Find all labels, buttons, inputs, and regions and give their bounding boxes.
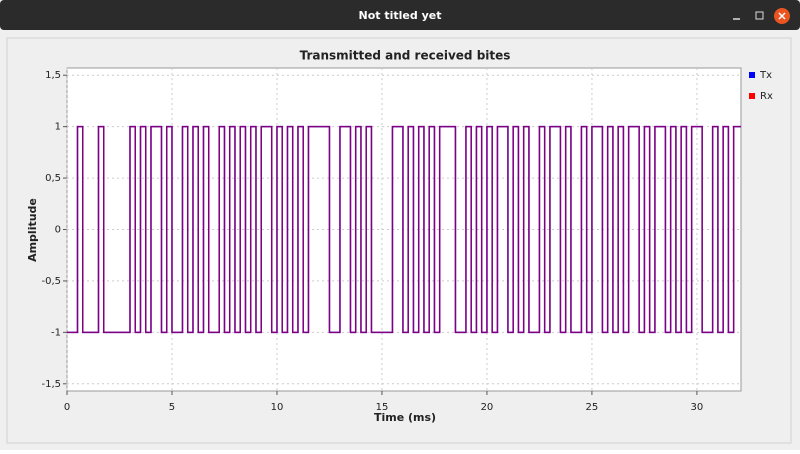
window-title: Not titled yet (359, 9, 442, 22)
legend-label: Tx (759, 70, 772, 81)
close-icon (778, 12, 786, 20)
x-tick-label: 25 (586, 402, 599, 413)
y-tick-label: -1,5 (41, 379, 61, 390)
y-tick-label: 0 (55, 225, 61, 236)
y-tick-label: 1,5 (45, 70, 61, 81)
legend-swatch (749, 93, 755, 99)
legend-swatch (749, 72, 755, 78)
chart-title: Transmitted and received bites (300, 49, 511, 63)
y-tick-label: -0,5 (41, 276, 61, 287)
title-bar (0, 0, 800, 30)
x-tick-label: 5 (169, 402, 175, 413)
series-line (67, 125, 741, 334)
x-tick-label: 30 (691, 402, 704, 413)
x-axis-label: Time (ms) (374, 411, 436, 424)
maximize-button[interactable] (755, 11, 764, 20)
y-tick-label: 1 (55, 122, 61, 133)
y-tick-label: 0,5 (45, 173, 61, 184)
x-tick-label: 0 (64, 402, 70, 413)
x-tick-label: 20 (481, 402, 494, 413)
x-tick-label: 10 (271, 402, 284, 413)
legend-label: Rx (760, 91, 773, 102)
y-tick-label: -1 (51, 327, 61, 338)
x-tick-label: 15 (376, 402, 389, 413)
y-axis-label: Amplitude (26, 198, 39, 262)
